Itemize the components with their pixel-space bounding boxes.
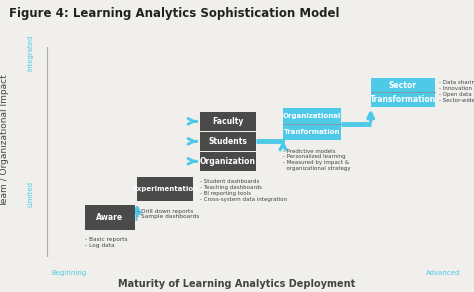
Text: Transformation: Transformation [370,95,436,104]
Text: Faculty: Faculty [212,117,244,126]
FancyBboxPatch shape [283,108,341,140]
Text: Organizational: Organizational [283,113,341,119]
Text: Aware: Aware [96,213,124,222]
Text: Figure 4: Learning Analytics Sophistication Model: Figure 4: Learning Analytics Sophisticat… [9,7,340,20]
Text: - Basic reports
- Log data: - Basic reports - Log data [85,237,128,248]
Text: Beginning: Beginning [52,270,87,276]
FancyBboxPatch shape [200,152,256,171]
Text: Experimentation: Experimentation [132,186,198,192]
Text: Tranformation: Tranformation [284,129,340,135]
Text: Advanced: Advanced [426,270,460,276]
FancyBboxPatch shape [371,78,435,107]
Text: Integrated: Integrated [28,35,34,72]
Text: Maturity of Learning Analytics Deployment: Maturity of Learning Analytics Deploymen… [118,279,356,289]
Text: Sector: Sector [389,81,417,90]
FancyBboxPatch shape [137,177,193,201]
Text: Team / Organizational Impact: Team / Organizational Impact [0,74,9,206]
Text: - Predictive models
- Personalized learning
- Measured by impact &
  organizatio: - Predictive models - Personalized learn… [283,149,351,171]
Text: Limited: Limited [28,181,34,207]
Text: Students: Students [209,137,247,146]
Text: Organization: Organization [200,157,256,166]
FancyBboxPatch shape [85,206,135,230]
Text: - Data sharing capabilities
- Innovation
- Open data
- Sector-wide agility: - Data sharing capabilities - Innovation… [439,80,474,103]
Text: - Student dashboards
- Teaching dashboards
- BI reporting tools
- Cross-system d: - Student dashboards - Teaching dashboar… [200,179,287,201]
FancyBboxPatch shape [200,112,256,131]
Text: - Drill down reports
- Sample dashboards: - Drill down reports - Sample dashboards [137,208,200,219]
FancyBboxPatch shape [200,132,256,151]
